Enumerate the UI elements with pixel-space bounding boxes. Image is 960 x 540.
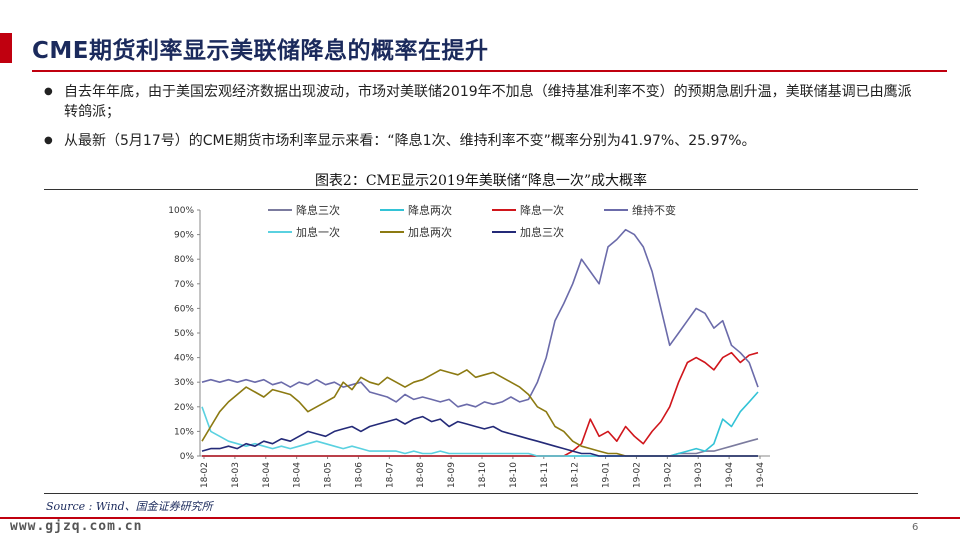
page-number: 6: [912, 522, 919, 533]
x-tick-label: 19-01: [602, 462, 612, 488]
y-tick-label: 80%: [174, 255, 194, 265]
x-tick-label: 19-04: [725, 462, 735, 488]
x-tick-label: 19-03: [694, 462, 704, 488]
y-tick-label: 50%: [174, 329, 194, 339]
x-tick-label: 18-04: [262, 462, 272, 488]
legend-label: 降息三次: [296, 203, 340, 217]
source-note: Source : Wind、国金证券研究所: [46, 500, 213, 513]
x-tick-label: 18-06: [354, 462, 364, 488]
y-tick-label: 40%: [174, 354, 194, 364]
series-line: [201, 406, 758, 457]
title-accent-bar: [0, 33, 12, 63]
legend-label: 降息两次: [408, 203, 452, 217]
legend-label: 降息一次: [520, 203, 564, 217]
legend-label: 加息两次: [408, 225, 452, 239]
x-tick-label: 18-11: [540, 462, 550, 488]
x-tick-label: 18-05: [324, 462, 334, 488]
title-underline: [32, 70, 947, 72]
slide-title: CME期货利率显示美联储降息的概率在提升: [32, 38, 489, 64]
legend-label: 加息三次: [520, 225, 564, 239]
x-tick-label: 18-12: [571, 462, 581, 488]
x-tick-label: 18-10: [509, 462, 519, 488]
y-tick-label: 30%: [174, 378, 194, 388]
x-tick-label: 18-03: [231, 462, 241, 488]
chart-bottom-rule: [44, 493, 918, 494]
series-line: [201, 415, 758, 457]
y-tick-label: 70%: [174, 280, 194, 290]
bullet-list: 自去年年底，由于美国宏观经济数据出现波动，市场对美联储2019年不加息（维持基准…: [44, 82, 914, 160]
series-line: [201, 228, 759, 408]
chart-top-rule: [44, 189, 918, 190]
x-tick-label: 18-02: [200, 462, 210, 488]
chart-title: 图表2：CME显示2019年美联储“降息一次”成大概率: [314, 173, 648, 189]
series-line: [201, 369, 758, 457]
x-tick-label: 18-07: [385, 462, 395, 488]
y-tick-label: 60%: [174, 304, 194, 314]
x-tick-label: 18-04: [293, 462, 303, 488]
x-tick-label: 18-08: [416, 462, 426, 488]
bullet-item: 自去年年底，由于美国宏观经济数据出现波动，市场对美联储2019年不加息（维持基准…: [44, 82, 914, 122]
x-tick-label: 18-10: [478, 462, 488, 488]
y-tick-label: 20%: [174, 403, 194, 413]
bullet-item: 从最新（5月17号）的CME期货市场利率显示来看：“降息1次、维持利率不变”概率…: [44, 131, 914, 151]
y-tick-label: 90%: [174, 231, 194, 241]
x-tick-label: 19-04: [756, 462, 766, 488]
watermark-url: www.gjzq.com.cn: [10, 519, 143, 534]
x-tick-label: 18-09: [447, 462, 457, 488]
y-tick-label: 10%: [174, 427, 194, 437]
legend-label: 维持不变: [632, 203, 676, 217]
x-tick-label: 19-02: [663, 462, 673, 488]
series-line: [202, 351, 759, 457]
y-tick-label: 100%: [168, 206, 194, 216]
footer-rule: [0, 517, 960, 519]
x-tick-label: 19-02: [632, 462, 642, 488]
legend-label: 加息一次: [296, 225, 340, 239]
series-line: [202, 391, 759, 457]
y-tick-label: 0%: [180, 452, 195, 462]
